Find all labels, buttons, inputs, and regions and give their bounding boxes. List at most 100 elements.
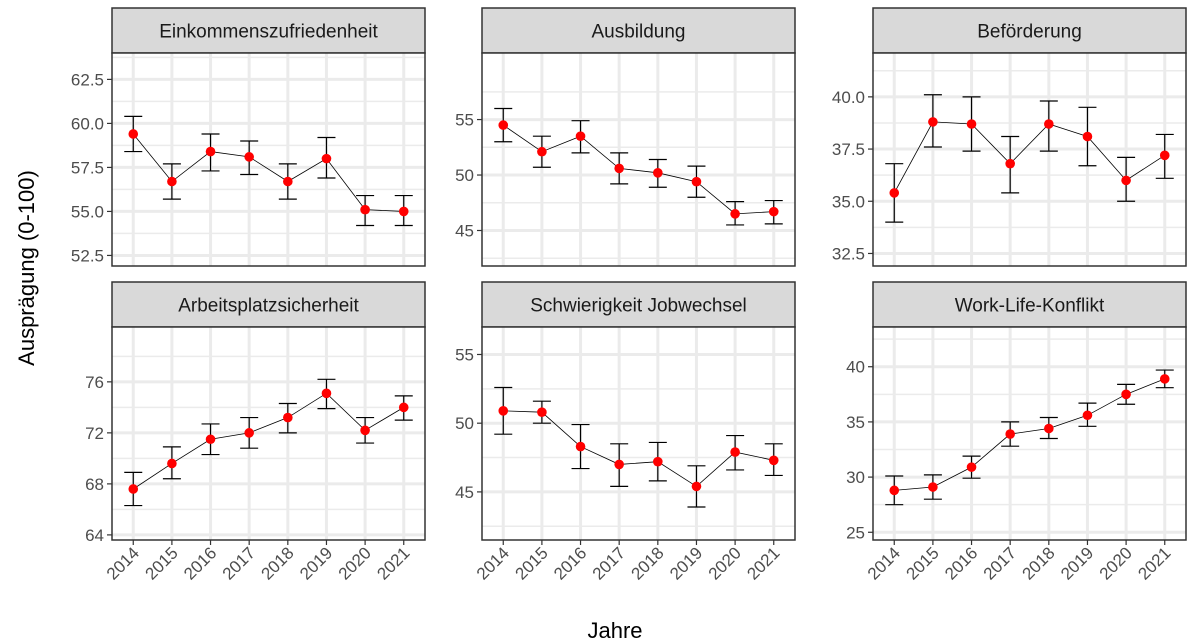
panel-border [872, 52, 1187, 267]
y-tick-label: 35 [846, 413, 865, 432]
data-point [321, 388, 332, 399]
panel-border [111, 52, 426, 267]
x-tick-label: 2019 [296, 543, 336, 583]
y-tick-label: 40 [846, 358, 865, 377]
facet-title: Work-Life-Konflikt [955, 296, 1105, 317]
facet-panel: Ausbildung 45 50 55 [455, 7, 796, 267]
data-point [205, 146, 216, 157]
y-tick-label: 52.5 [71, 246, 104, 265]
y-tick-label: 68 [85, 475, 104, 494]
series-line [132, 133, 404, 212]
y-tick-label: 40.0 [832, 88, 865, 107]
x-tick-label: 2017 [219, 543, 259, 583]
facet-panel: Einkommenszufriedenheit 52.5 55.0 57.5 60.0 6… [71, 7, 426, 267]
data-point [360, 204, 370, 215]
panel-border [481, 326, 796, 541]
data-point [128, 484, 139, 494]
x-tick-label: 2016 [180, 543, 220, 583]
facet-title: Schwierigkeit Jobwechsel [530, 296, 747, 317]
data-point [575, 131, 586, 142]
data-point [653, 456, 663, 467]
facet-strip [481, 281, 796, 328]
data-point [966, 119, 977, 129]
x-tick-label: 2019 [666, 543, 706, 583]
y-tick-label: 55 [455, 111, 474, 130]
data-point [889, 188, 900, 198]
data-point [614, 163, 624, 174]
data-point [1082, 131, 1093, 142]
data-point [966, 462, 977, 472]
x-tick-label: 2015 [512, 543, 552, 583]
y-tick-label: 55 [455, 345, 474, 364]
y-tick-label: 32.5 [832, 244, 865, 263]
data-point [1044, 119, 1054, 129]
panel-border [481, 52, 796, 267]
x-tick-label: 2014 [103, 543, 143, 583]
y-tick-label: 55.0 [71, 202, 104, 221]
facet-title: Ausbildung [591, 22, 685, 43]
data-point [614, 459, 624, 470]
facet-panel: Work-Life-Konflikt2530354020142015201620… [846, 281, 1187, 584]
data-point [575, 441, 586, 452]
data-point [360, 425, 370, 436]
y-tick-label: 45 [455, 222, 474, 241]
data-point [768, 455, 779, 466]
data-point [321, 153, 332, 164]
y-tick-label: 60.0 [71, 114, 104, 133]
facet-panel: Beförderung 32.5 35.0 37.5 40.0 [832, 7, 1187, 267]
data-point [1082, 410, 1093, 421]
data-point [691, 176, 702, 187]
x-tick-label: 2020 [335, 543, 375, 583]
panel-background [873, 53, 1186, 266]
x-tick-label: 2020 [705, 543, 745, 583]
data-point [1005, 429, 1015, 439]
data-point [1044, 423, 1054, 434]
panel-background [482, 53, 795, 266]
facet-panel: Schwierigkeit Jobwechsel4550552014201520… [455, 281, 796, 584]
y-tick-label: 35.0 [832, 192, 865, 211]
series-line [893, 121, 1165, 194]
panel-border [872, 326, 1187, 541]
x-tick-label: 2014 [864, 543, 904, 583]
y-tick-label: 30 [846, 468, 865, 487]
data-point [1005, 158, 1015, 169]
y-tick-label: 50 [455, 166, 474, 185]
data-point [691, 481, 702, 492]
data-point [128, 129, 139, 139]
facet-strip [111, 281, 426, 328]
data-point [205, 434, 216, 445]
data-point [928, 117, 938, 127]
data-point [1159, 150, 1170, 161]
data-point [283, 176, 293, 187]
data-point [167, 458, 177, 469]
x-tick-label: 2017 [589, 543, 629, 583]
y-tick-label: 50 [455, 414, 474, 433]
series-line [894, 378, 1165, 491]
x-tick-label: 2018 [627, 543, 667, 583]
series-line [503, 124, 774, 215]
x-tick-label: 2021 [743, 543, 783, 583]
facet-strip [111, 7, 426, 54]
y-tick-label: 57.5 [71, 158, 104, 177]
x-tick-label: 2018 [1018, 543, 1058, 583]
data-point [244, 428, 254, 438]
facet-title: Arbeitsplatzsicherheit [178, 296, 359, 317]
panel-border [111, 326, 426, 541]
data-point [730, 209, 740, 219]
data-point [498, 120, 509, 130]
data-point [768, 206, 779, 217]
x-tick-label: 2021 [1134, 543, 1174, 583]
y-tick-label: 62.5 [71, 70, 104, 89]
y-tick-label: 64 [85, 526, 104, 545]
data-point [730, 447, 740, 457]
data-point [537, 407, 547, 418]
panel-background [482, 327, 795, 540]
x-tick-label: 2021 [373, 543, 413, 583]
data-point [1159, 374, 1170, 384]
panel-background [873, 327, 1186, 540]
data-point [244, 152, 254, 162]
data-point [1121, 389, 1131, 400]
data-point [167, 176, 177, 187]
y-tick-label: 76 [85, 373, 104, 392]
